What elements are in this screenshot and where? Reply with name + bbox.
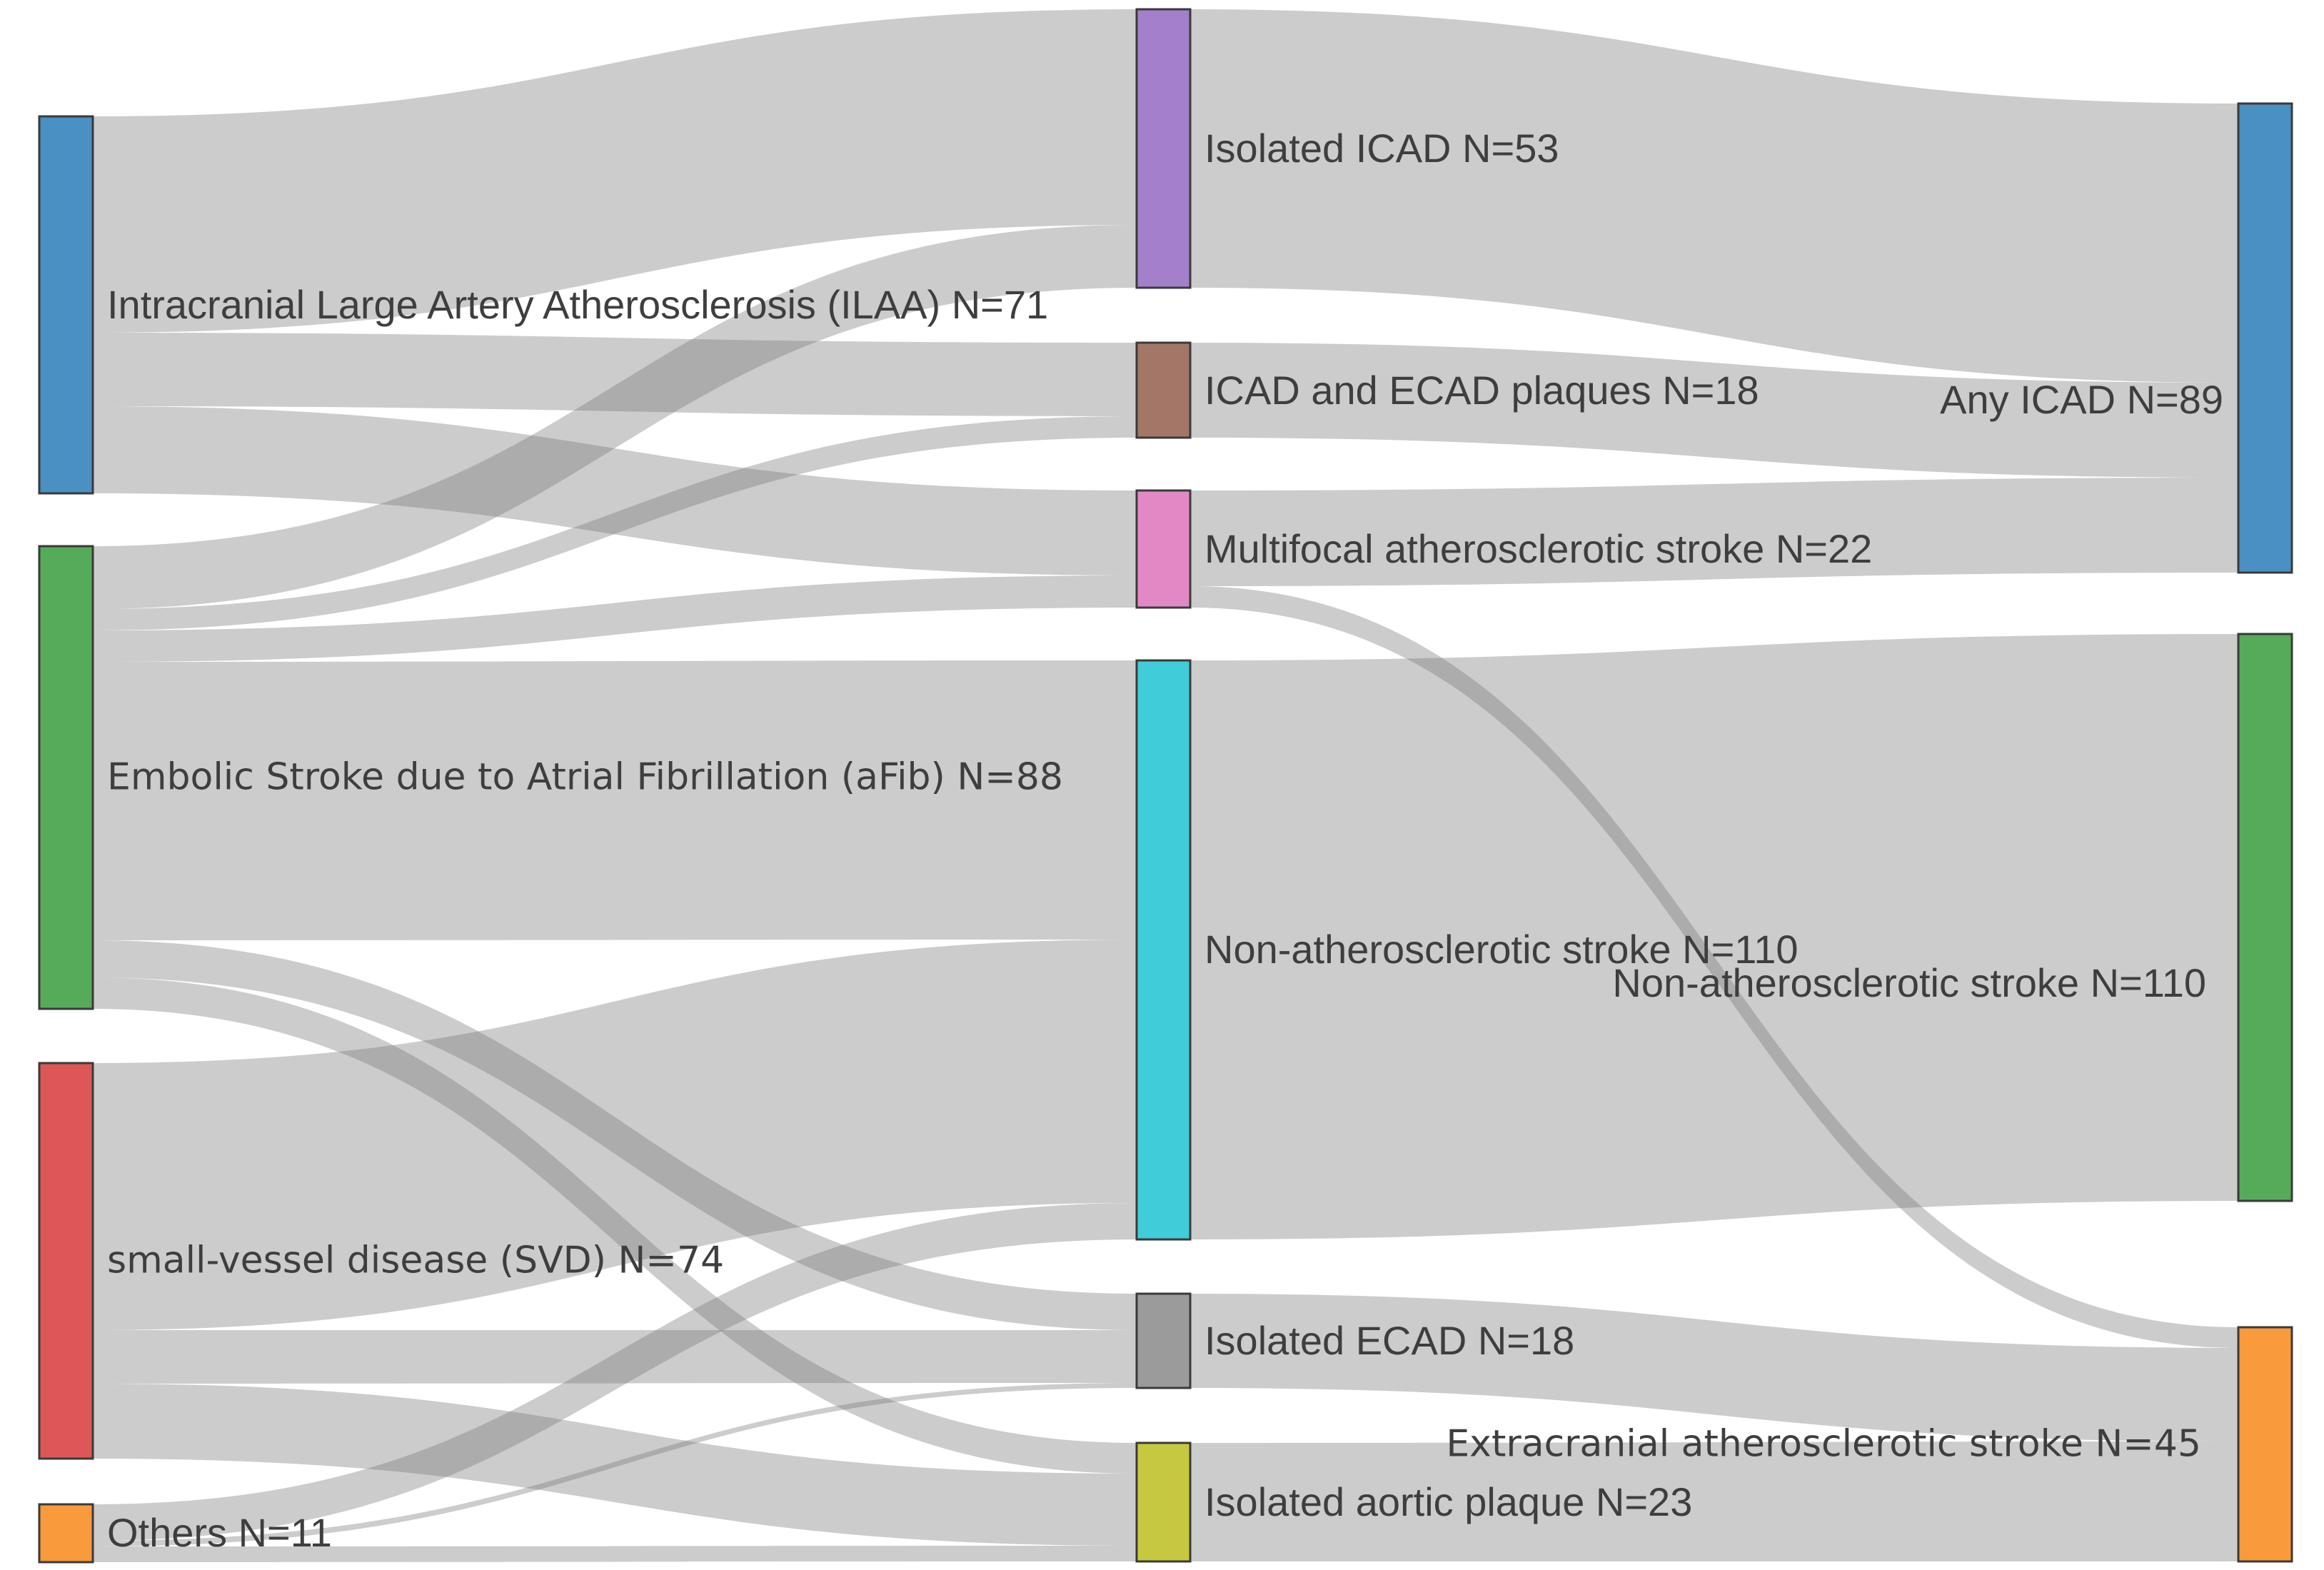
flow-svd-aortic — [93, 1384, 1137, 1546]
label-extracranial: Extracranial atherosclerotic stroke N=45 — [1446, 1422, 2201, 1466]
label-aortic-plaque: Isolated aortic plaque N=23 — [1204, 1479, 1693, 1525]
flow-svd-isolated-ecad — [93, 1330, 1137, 1384]
node-ilaa — [38, 115, 94, 495]
node-non-athero-mid — [1135, 659, 1192, 1241]
label-any-icad: Any ICAD N=89 — [1940, 377, 2223, 423]
flow-multifocal-extracranial — [1190, 586, 2238, 1348]
label-afib: Embolic Stroke due to Atrial Fibrillatio… — [107, 755, 1063, 799]
flow-afib-icad-ecad — [93, 416, 1137, 630]
node-isolated-ecad — [1135, 1292, 1192, 1389]
label-icad-ecad: ICAD and ECAD plaques N=18 — [1204, 368, 1759, 413]
flow-icad-ecad-any-icad — [1190, 343, 2238, 478]
flow-isolated-icad-any-icad — [1190, 9, 2238, 383]
flow-multifocal-any-icad — [1190, 478, 2238, 586]
node-svd — [38, 1062, 94, 1460]
flow-ilaa-multifocal — [93, 406, 1137, 575]
node-multifocal — [1135, 489, 1192, 609]
flow-isolated-ecad-extracranial — [1190, 1294, 2238, 1441]
flow-ilaa-icad-ecad — [93, 333, 1137, 416]
label-isolated-icad: Isolated ICAD N=53 — [1204, 126, 1559, 171]
flow-afib-multifocal — [93, 575, 1137, 662]
node-any-icad — [2237, 102, 2293, 574]
flow-svd-non-athero — [93, 940, 1137, 1330]
label-ilaa: Intracranial Large Artery Atherosclerosi… — [107, 282, 1049, 328]
node-afib — [38, 545, 94, 1010]
label-non-athero-mid: Non-atherosclerotic stroke N=110 — [1204, 927, 1799, 972]
label-non-athero-right: Non-atherosclerotic stroke N=110 — [1612, 960, 2206, 1006]
node-isolated-icad — [1135, 8, 1192, 289]
flow-aortic-extracranial — [1190, 1441, 2238, 1561]
label-multifocal: Multifocal atherosclerotic stroke N=22 — [1204, 526, 1873, 572]
flow-afib-isolated-ecad — [93, 940, 1137, 1330]
label-isolated-ecad: Isolated ECAD N=18 — [1204, 1318, 1575, 1364]
node-icad-ecad — [1135, 341, 1192, 439]
flow-ilaa-isolated-icad — [93, 9, 1137, 333]
node-extracranial — [2237, 1326, 2293, 1563]
flow-afib-non-athero — [93, 660, 1137, 940]
links-left-to-middle — [93, 9, 1137, 1562]
flow-others-non-athero — [93, 1203, 1137, 1541]
flow-others-aortic — [93, 1546, 1137, 1562]
label-others: Others N=11 — [107, 1510, 332, 1556]
node-others — [38, 1503, 94, 1564]
flow-afib-isolated-icad — [93, 225, 1137, 609]
flow-non-athero-non-athero — [1190, 634, 2238, 1239]
node-aortic-plaque — [1135, 1441, 1192, 1563]
label-svd: small-vessel disease (SVD) N=74 — [107, 1239, 725, 1282]
flow-afib-aortic — [93, 977, 1137, 1474]
links-middle-to-right — [1190, 9, 2238, 1561]
flow-others-isolated-ecad — [93, 1383, 1137, 1546]
sankey-nodes — [38, 8, 2293, 1564]
node-non-athero-right — [2237, 633, 2293, 1202]
